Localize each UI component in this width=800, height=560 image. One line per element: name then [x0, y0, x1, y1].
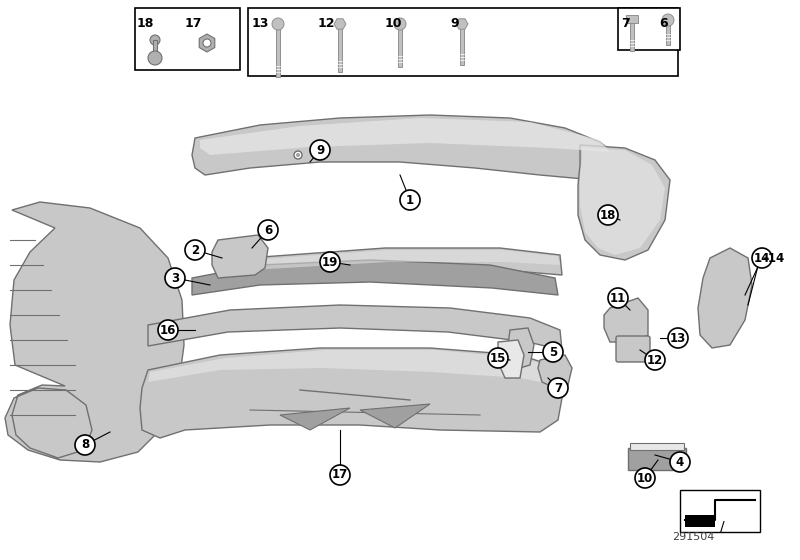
PathPatch shape — [200, 118, 610, 155]
PathPatch shape — [604, 298, 648, 342]
Text: 4: 4 — [676, 455, 684, 469]
Circle shape — [670, 452, 690, 472]
Circle shape — [400, 190, 420, 210]
Circle shape — [165, 268, 185, 288]
Text: 19: 19 — [322, 255, 338, 268]
Bar — [248, 8, 678, 76]
Circle shape — [330, 465, 350, 485]
Polygon shape — [199, 34, 214, 52]
Circle shape — [296, 153, 300, 157]
PathPatch shape — [5, 202, 184, 462]
Text: 10: 10 — [637, 472, 653, 484]
Text: 13: 13 — [670, 332, 686, 344]
PathPatch shape — [580, 148, 665, 255]
Text: 3: 3 — [171, 272, 179, 284]
Text: 14: 14 — [754, 251, 770, 264]
Bar — [338, 27, 342, 72]
Text: 7: 7 — [621, 17, 630, 30]
Text: 13: 13 — [252, 17, 270, 30]
Bar — [628, 448, 686, 470]
Text: 8: 8 — [81, 438, 89, 451]
Text: 16: 16 — [160, 324, 176, 337]
Circle shape — [272, 18, 284, 30]
Text: 1: 1 — [406, 194, 414, 207]
PathPatch shape — [698, 248, 752, 348]
Text: /: / — [720, 520, 725, 534]
PathPatch shape — [538, 355, 572, 388]
Bar — [460, 27, 464, 65]
Text: –14: –14 — [762, 251, 784, 264]
Bar — [618, 8, 680, 50]
Circle shape — [185, 240, 205, 260]
Circle shape — [752, 248, 772, 268]
Circle shape — [203, 39, 211, 47]
Text: 5: 5 — [549, 346, 557, 358]
Circle shape — [320, 252, 340, 272]
FancyBboxPatch shape — [616, 336, 650, 362]
Circle shape — [294, 151, 302, 159]
Text: 17: 17 — [185, 17, 202, 30]
Circle shape — [635, 468, 655, 488]
Text: 7: 7 — [554, 381, 562, 394]
Bar — [276, 27, 280, 77]
Text: 10: 10 — [385, 17, 402, 30]
Bar — [135, 8, 240, 70]
Bar — [630, 23, 634, 51]
Text: 18: 18 — [137, 17, 154, 30]
Circle shape — [150, 35, 160, 45]
Circle shape — [488, 348, 508, 368]
Circle shape — [548, 378, 568, 398]
Polygon shape — [360, 404, 430, 428]
Bar — [666, 23, 670, 45]
PathPatch shape — [212, 235, 268, 278]
Text: 18: 18 — [600, 208, 616, 222]
PathPatch shape — [508, 328, 534, 368]
Bar — [626, 15, 638, 23]
Text: 9: 9 — [450, 17, 458, 30]
Circle shape — [668, 328, 688, 348]
Text: 6: 6 — [659, 17, 668, 30]
Circle shape — [158, 320, 178, 340]
Circle shape — [75, 435, 95, 455]
PathPatch shape — [578, 145, 670, 260]
Bar — [685, 515, 715, 527]
Text: 9: 9 — [316, 143, 324, 156]
Text: 12: 12 — [647, 353, 663, 366]
Circle shape — [645, 350, 665, 370]
PathPatch shape — [148, 305, 562, 350]
Circle shape — [258, 220, 278, 240]
Circle shape — [598, 205, 618, 225]
Text: 2: 2 — [191, 244, 199, 256]
PathPatch shape — [248, 248, 562, 278]
Text: 15: 15 — [490, 352, 506, 365]
Text: 17: 17 — [332, 469, 348, 482]
PathPatch shape — [250, 250, 560, 270]
Circle shape — [608, 288, 628, 308]
Circle shape — [310, 140, 330, 160]
Circle shape — [543, 342, 563, 362]
Text: 11: 11 — [610, 292, 626, 305]
Text: 6: 6 — [264, 223, 272, 236]
Text: 291504: 291504 — [672, 532, 714, 542]
PathPatch shape — [140, 348, 562, 438]
Text: 12: 12 — [318, 17, 335, 30]
Bar — [398, 27, 402, 67]
Bar — [153, 40, 157, 58]
Polygon shape — [456, 19, 468, 29]
PathPatch shape — [192, 115, 620, 180]
Bar — [630, 443, 684, 450]
Circle shape — [148, 51, 162, 65]
Circle shape — [394, 18, 406, 30]
Bar — [680, 490, 760, 532]
PathPatch shape — [192, 260, 558, 295]
PathPatch shape — [498, 340, 524, 378]
Polygon shape — [334, 19, 346, 29]
PathPatch shape — [148, 350, 558, 385]
Polygon shape — [280, 408, 350, 430]
Circle shape — [662, 14, 674, 26]
